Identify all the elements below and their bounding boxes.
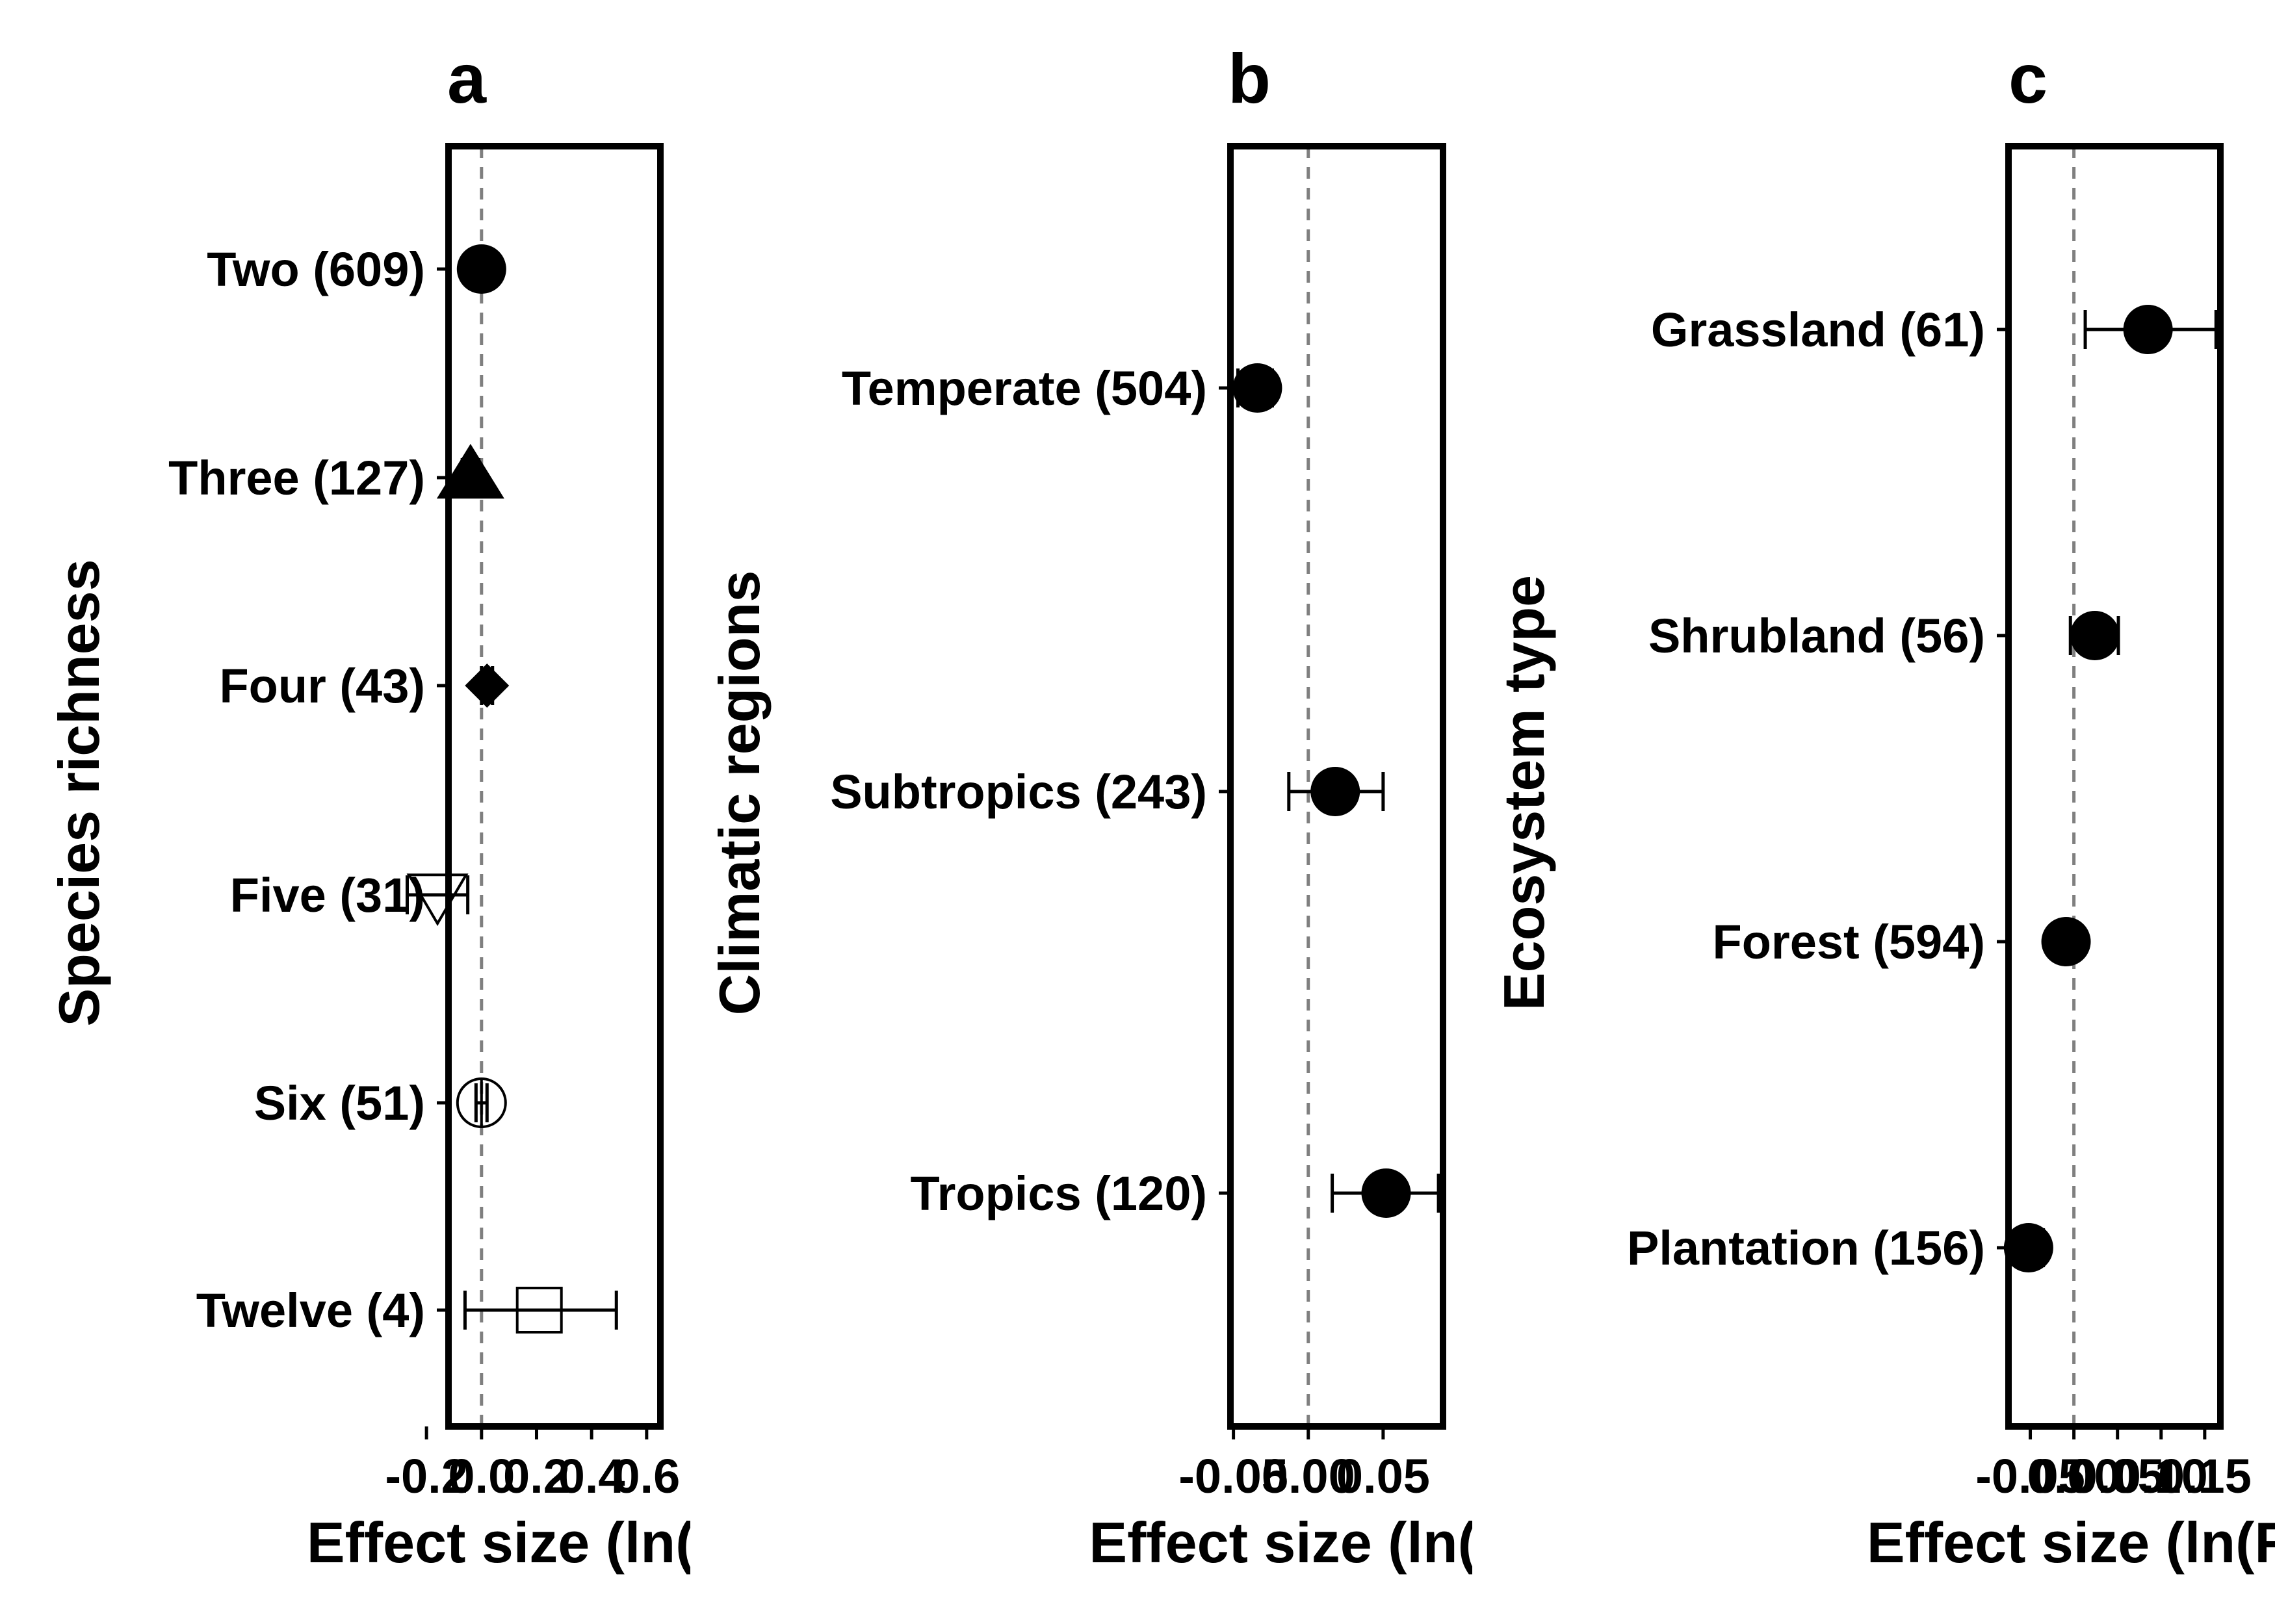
x-tick-label: 0.00 [2027,1449,2121,1503]
category-label: Twelve (4) [196,1283,425,1337]
x-tick-label: 0.00 [1262,1449,1355,1503]
category-label: Six (51) [254,1076,425,1130]
panel-letter: c [2008,39,2048,118]
x-tick-label: -0.05 [1178,1449,1288,1503]
x-tick-label: 0.15 [2158,1449,2252,1503]
x-axis-title: Effect size (ln(RR)) [307,1510,815,1575]
category-label: Three (127) [168,451,425,505]
open-triangle-down-marker [406,873,469,926]
filled-circle-marker [2123,305,2173,354]
data-point-4 [2003,1223,2053,1272]
category-label: Shrubland (56) [1648,609,1985,663]
x-tick-label: 0.2 [503,1449,570,1503]
x-tick-label: 0.05 [2071,1449,2164,1503]
panel-b: Temperate (504) Subtropics (243) Tropics (… [707,39,1597,1575]
x-axis: -0.20.00.20.40.6 Effect size (ln(RR)) [307,1426,815,1575]
panel-frame [445,143,664,1430]
x-axis-title: Effect size (ln(RR)) [1089,1510,1597,1575]
filled-circle-marker [2003,1223,2053,1272]
data-point-1 [2083,305,2218,354]
category-label: Forest (594) [1713,915,1985,969]
filled-diamond-marker [465,664,510,708]
x-tick-label: 0.6 [613,1449,680,1503]
category-label: Grassland (61) [1651,303,1985,357]
y-axis-title: Species richness [47,559,111,1026]
filled-circle-marker [1361,1168,1411,1218]
panel-frame [1227,143,1446,1430]
category-label: Subtropics (243) [830,765,1207,819]
data-point-1 [456,244,506,294]
x-tick-label: 0.10 [2114,1449,2208,1503]
category-label: Five (31) [230,868,425,922]
x-axis: -0.050.000.050.100.15 Effect size (ln(RR)… [1867,1426,2275,1575]
x-tick-label: -0.05 [1975,1449,2085,1503]
data-point-2 [2068,611,2120,660]
x-tick-label: 0.4 [558,1449,625,1503]
data-point-3 [2041,917,2091,966]
data-point-1 [1232,363,1282,413]
filled-circle-marker [2070,611,2120,660]
category-label: Temperate (504) [842,361,1207,415]
open-square-marker [515,1287,563,1334]
panel-c: Grassland (61) Shrubland (56) Forest (594)… [1492,39,2275,1575]
open-circle-plus-marker [456,1077,507,1128]
filled-circle-marker [456,244,506,294]
y-axis-title: Climatic regions [707,571,772,1016]
x-axis-title: Effect size (ln(RR)) [1867,1510,2275,1575]
category-label: Four (43) [219,659,425,713]
filled-circle-marker [1232,363,1282,413]
category-label: Two (609) [207,242,425,296]
panel-frame [2005,143,2224,1430]
x-tick-label: 0.05 [1336,1449,1430,1503]
data-point-3 [1331,1168,1440,1218]
filled-circle-marker [2041,917,2091,966]
data-point-5 [456,1077,507,1128]
data-point-2 [436,444,504,499]
category-label: Plantation (156) [1627,1221,1985,1275]
data-point-6 [463,1287,618,1334]
data-point-3 [465,664,510,708]
y-axis-title: Ecosystem type [1492,575,1556,1011]
panel-a: Two (609) Three (127) Four (43) Five (31) Si… [47,39,815,1575]
x-axis: -0.050.000.05 Effect size (ln(RR)) [1089,1426,1597,1575]
x-tick-label: 0.0 [448,1449,515,1503]
filled-circle-marker [1310,767,1360,816]
filled-triangle-up-marker [436,444,504,499]
category-label: Tropics (120) [910,1166,1207,1220]
data-point-2 [1287,767,1385,816]
panel-letter: b [1228,39,1271,118]
panel-letter: a [447,39,487,118]
x-tick-label: -0.2 [385,1449,468,1503]
